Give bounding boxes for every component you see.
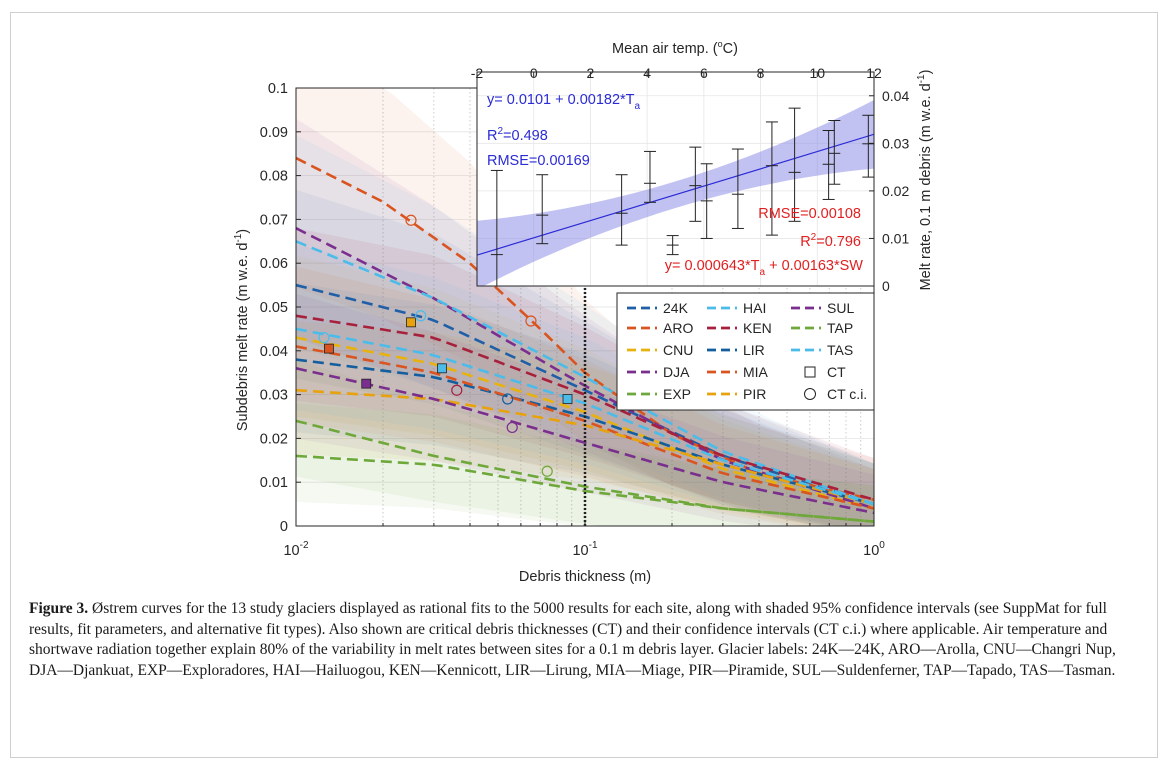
ct-ci-marker-aro bbox=[405, 214, 417, 226]
inset-y-axis-label: Melt rate, 0.1 m debris (m w.e. d-1) bbox=[916, 70, 934, 291]
curve-24k bbox=[296, 283, 874, 506]
legend-label: CT c.i. bbox=[827, 386, 867, 402]
ct-marker-tas bbox=[437, 363, 447, 374]
blue-r-squared: R2=0.498 bbox=[487, 126, 548, 144]
curve-sul bbox=[296, 367, 874, 515]
red-r-squared: R2=0.796 bbox=[800, 232, 861, 250]
legend-label: CNU bbox=[663, 342, 693, 358]
y-tick-label: 0.08 bbox=[260, 169, 288, 185]
y-tick-label: 0.02 bbox=[260, 431, 288, 447]
ct-markers bbox=[318, 214, 573, 477]
curve-tas bbox=[296, 327, 874, 506]
ct-ci-marker-exp bbox=[541, 465, 553, 477]
confidence-band-dja bbox=[296, 118, 874, 526]
legend-label: ARO bbox=[663, 320, 693, 336]
legend-label: LIR bbox=[743, 342, 765, 358]
y-tick-label: 0.1 bbox=[268, 81, 288, 97]
inset-x-tick-label: 6 bbox=[700, 65, 708, 81]
y-tick-label: 0 bbox=[280, 519, 288, 535]
ct-ci-marker-tas bbox=[318, 332, 330, 344]
ct-ci-marker-sul bbox=[506, 421, 518, 434]
legend-box bbox=[616, 292, 875, 411]
inset-y-tick-label: 0.02 bbox=[882, 183, 909, 199]
red-rmse: RMSE=0.00108 bbox=[758, 206, 861, 222]
y-tick-label: 0.01 bbox=[260, 475, 288, 491]
legend-label: 24K bbox=[663, 300, 689, 316]
inset-regression bbox=[477, 100, 874, 286]
ct-ci-marker-ken bbox=[451, 384, 463, 396]
legend-label: TAS bbox=[827, 342, 853, 358]
blue-fit-equation: y= 0.0101 + 0.00182*Ta bbox=[487, 92, 641, 112]
main-x-axis-label: Debris thickness (m) bbox=[519, 569, 651, 585]
ct-marker-hai bbox=[562, 394, 573, 404]
inset-y-tick-label: 0 bbox=[882, 278, 890, 294]
legend-ct-ci-marker bbox=[804, 388, 816, 400]
main-axis-ticks: 0 0.01 0.02 0.03 0.04 0.05 0.06 0.07 0.08 0.09 0.1… bbox=[260, 81, 886, 559]
inset-fit-line bbox=[477, 133, 874, 256]
inset-x-tick-label: 10 bbox=[809, 65, 825, 81]
inset-confidence-band bbox=[477, 100, 874, 286]
figure-caption: Figure 3. Østrem curves for the 13 study… bbox=[29, 599, 1139, 681]
inset-x-tick-label: 8 bbox=[757, 65, 765, 81]
y-tick-label: 0.04 bbox=[260, 344, 288, 360]
y-tick-label: 0.03 bbox=[260, 388, 288, 404]
main-y-axis-label: Subdebris melt rate (m w.e. d-1) bbox=[233, 229, 251, 431]
legend-label: HAI bbox=[743, 300, 766, 316]
legend-label: EXP bbox=[663, 386, 691, 402]
curve-exp bbox=[296, 419, 874, 523]
inset-y-tick-label: 0.01 bbox=[882, 230, 909, 246]
curve-hai bbox=[296, 240, 874, 506]
x-tick-label: 10-2 bbox=[283, 540, 308, 559]
ct-ci-marker-aro bbox=[525, 315, 537, 327]
inset-blue-annotation: y= 0.0101 + 0.00182*Ta R2=0.498 RMSE=0.0… bbox=[487, 92, 641, 169]
y-tick-label: 0.07 bbox=[260, 212, 288, 228]
inset-x-tick-label: -2 bbox=[471, 65, 484, 81]
inset-axes bbox=[476, 71, 875, 287]
x-tick-label: 10-1 bbox=[572, 540, 597, 559]
ct-ci-marker-lir bbox=[502, 393, 514, 405]
figure-plot: 0 0.01 0.02 0.03 0.04 0.05 0.06 0.07 0.08 0.09 0.1… bbox=[233, 39, 934, 585]
legend-label: MIA bbox=[743, 364, 769, 380]
confidence-band-aro bbox=[296, 88, 874, 526]
x-tick-label: 100 bbox=[863, 540, 885, 559]
inset-axis-ticks: -2 0 2 4 6 8 10 12 0 0.01 0.02 0.03 0.04 bbox=[471, 65, 910, 294]
inset-x-axis-label: Mean air temp. (oC) bbox=[612, 39, 738, 57]
blue-rmse: RMSE=0.00169 bbox=[487, 153, 590, 169]
y-tick-label: 0.09 bbox=[260, 125, 288, 141]
red-fit-equation: y= 0.000643*Ta + 0.00163*SW bbox=[665, 258, 864, 278]
ct-marker-pir bbox=[406, 317, 416, 328]
legend-label: PIR bbox=[743, 386, 766, 402]
legend-label: KEN bbox=[743, 320, 772, 336]
inset-x-tick-label: 12 bbox=[866, 65, 882, 81]
legend-label: SUL bbox=[827, 300, 854, 316]
ct-ci-marker-hai bbox=[415, 310, 427, 322]
y-tick-label: 0.05 bbox=[260, 300, 288, 316]
inset-red-annotation: RMSE=0.00108 R2=0.796 y= 0.000643*Ta + 0… bbox=[665, 206, 864, 278]
inset-x-tick-label: 2 bbox=[587, 65, 595, 81]
inset-x-tick-label: 4 bbox=[643, 65, 651, 81]
legend-label: DJA bbox=[663, 364, 690, 380]
inset-x-tick-label: 0 bbox=[530, 65, 538, 81]
curve-tap bbox=[296, 454, 874, 523]
legend-label: TAP bbox=[827, 320, 853, 336]
legend-ct-marker bbox=[804, 366, 816, 378]
y-tick-label: 0.06 bbox=[260, 256, 288, 272]
inset-y-tick-label: 0.03 bbox=[882, 135, 909, 151]
ct-marker-dja bbox=[361, 378, 372, 389]
caption-label: Figure 3. bbox=[29, 600, 89, 617]
legend-label: CT bbox=[827, 364, 846, 380]
caption-text: Østrem curves for the 13 study glaciers … bbox=[29, 600, 1116, 679]
legend: 24K HAI SUL ARO KEN TAP CNU LIR TAS DJA MIA CT EXP PI… bbox=[616, 292, 875, 411]
confidence-band-hai bbox=[296, 135, 874, 526]
inset-y-tick-label: 0.04 bbox=[882, 88, 909, 104]
ct-marker-aro bbox=[324, 343, 334, 354]
